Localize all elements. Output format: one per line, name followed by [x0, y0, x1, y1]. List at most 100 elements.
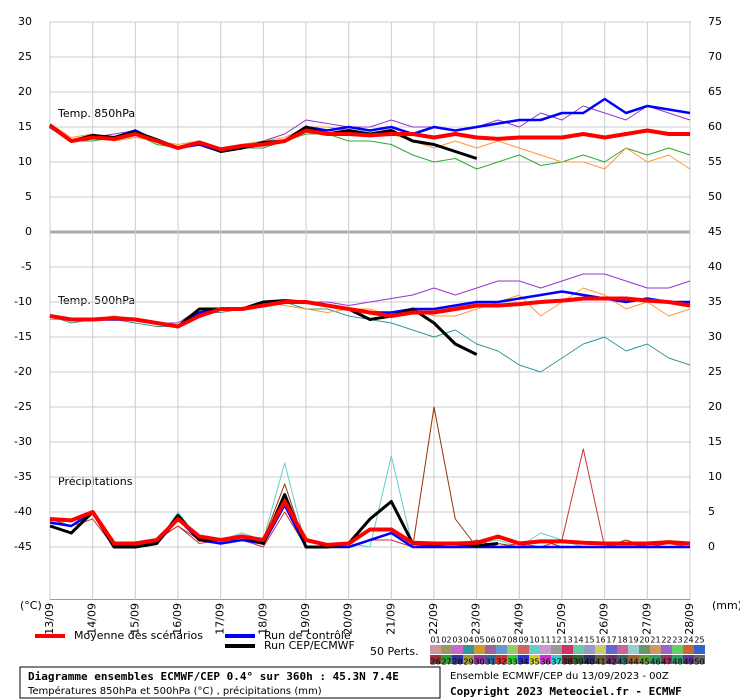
y2-tick-label: 60: [708, 120, 722, 133]
perturbation-swatch: [441, 645, 452, 654]
perturbation-name: 41: [595, 658, 605, 667]
perturbation-swatch: [551, 655, 562, 664]
footer-title: Diagramme ensembles ECMWF/CEP 0.4° sur 3…: [28, 670, 399, 683]
y-tick-label: -25: [14, 400, 32, 413]
perturbation-name: 12: [551, 636, 561, 645]
perturbation-name: 27: [441, 658, 451, 667]
perturbation-swatch: [507, 655, 518, 664]
y-tick-label: -10: [14, 295, 32, 308]
perturbation-name: 38: [562, 658, 572, 667]
y-tick-label: 0: [25, 225, 32, 238]
perturbation-swatch: [474, 655, 485, 664]
x-tick-label: 21/09: [384, 603, 397, 635]
perturbation-swatch: [683, 655, 694, 664]
perturbation-name: 29: [463, 658, 473, 667]
perturbation-name: 48: [672, 658, 682, 667]
perturbation-swatch: [628, 645, 639, 654]
perturbation-name: 33: [507, 658, 517, 667]
x-tick-label: 13/09: [43, 603, 56, 635]
x-tick-label: 17/09: [214, 603, 227, 635]
perturbation-swatch: [617, 645, 628, 654]
y2-tick-label: 25: [708, 365, 722, 378]
legend-label: Moyenne des scénarios: [74, 629, 203, 642]
y-axis-label: (°C): [20, 599, 42, 612]
footer-run: Ensemble ECMWF/CEP du 13/09/2023 - 00Z: [450, 671, 669, 682]
perturbation-swatch: [650, 655, 661, 664]
perturbation-swatch: [452, 655, 463, 664]
perturbation-name: 14: [573, 636, 583, 645]
y2-tick-label: 65: [708, 85, 722, 98]
x-tick-label: 18/09: [256, 603, 269, 635]
perturbation-name: 23: [672, 636, 682, 645]
perturbation-swatch: [639, 655, 650, 664]
footer-box: [19, 666, 441, 699]
x-tick-label: 23/09: [470, 603, 483, 635]
perturbation-swatch: [617, 655, 628, 664]
y2-tick-label: 30: [708, 330, 722, 343]
perturbation-name: 11: [540, 636, 550, 645]
perturbation-swatch: [540, 645, 551, 654]
perturbation-swatch: [562, 645, 573, 654]
perturbation-name: 17: [606, 636, 616, 645]
perturbation-swatch: [606, 655, 617, 664]
perturbation-name: 20: [639, 636, 649, 645]
perturbation-swatch: [694, 655, 705, 664]
annotation: Temp. 850hPa: [57, 107, 135, 120]
perturbation-swatch: [595, 655, 606, 664]
perturbation-name: 07: [496, 636, 506, 645]
perturbation-swatch: [485, 655, 496, 664]
perturbation-swatch: [661, 645, 672, 654]
perturbation-name: 15: [584, 636, 594, 645]
perturbation-swatch: [430, 655, 441, 664]
perturbation-name: 47: [661, 658, 671, 667]
perturbation-swatch: [639, 645, 650, 654]
annotation: Temp. 500hPa: [57, 294, 135, 307]
y2-tick-label: 35: [708, 295, 722, 308]
perturbation-name: 49: [683, 658, 693, 667]
x-tick-label: 14/09: [86, 603, 99, 635]
x-tick-label: 15/09: [128, 603, 141, 635]
y2-tick-label: 55: [708, 155, 722, 168]
perturbation-name: 44: [628, 658, 638, 667]
perturbation-name: 06: [485, 636, 495, 645]
perturbation-name: 18: [617, 636, 627, 645]
y-tick-label: -15: [14, 330, 32, 343]
perturbation-swatch: [573, 645, 584, 654]
x-tick-label: 28/09: [683, 603, 696, 635]
y2-tick-label: 45: [708, 225, 722, 238]
perturbation-swatch: [650, 645, 661, 654]
x-tick-label: 22/09: [427, 603, 440, 635]
y-tick-label: 20: [18, 85, 32, 98]
perturbation-name: 21: [650, 636, 660, 645]
perturbation-swatch: [496, 655, 507, 664]
y2-tick-label: 50: [708, 190, 722, 203]
perturbation-swatch: [518, 645, 529, 654]
y-tick-label: -45: [14, 540, 32, 553]
perturbation-swatch: [529, 655, 540, 664]
perturbation-name: 45: [639, 658, 649, 667]
perturbation-swatch: [496, 645, 507, 654]
perturbation-swatch: [661, 655, 672, 664]
series-line: [49, 296, 691, 329]
y2-tick-label: 75: [708, 15, 722, 28]
perturbation-swatch: [672, 645, 683, 654]
perturbation-swatch: [606, 645, 617, 654]
y-tick-label: 25: [18, 50, 32, 63]
perturbation-name: 36: [540, 658, 550, 667]
perturbation-name: 22: [661, 636, 671, 645]
legend-label: Run de contrôle: [264, 629, 351, 642]
y-tick-label: 10: [18, 155, 32, 168]
y2-tick-label: 20: [708, 400, 722, 413]
perturbation-swatch: [441, 655, 452, 664]
perturbation-name: 40: [584, 658, 594, 667]
perturbation-name: 31: [485, 658, 495, 667]
y2-axis-label: (mm): [712, 599, 740, 612]
perturbation-swatch: [540, 655, 551, 664]
perturbation-swatch: [507, 645, 518, 654]
perturbation-name: 08: [507, 636, 517, 645]
perturbation-swatch: [518, 655, 529, 664]
footer-copyright: Copyright 2023 Meteociel.fr - ECMWF: [450, 685, 682, 698]
perturbation-swatch: [584, 655, 595, 664]
legend-label: Run CEP/ECMWF: [264, 639, 355, 652]
